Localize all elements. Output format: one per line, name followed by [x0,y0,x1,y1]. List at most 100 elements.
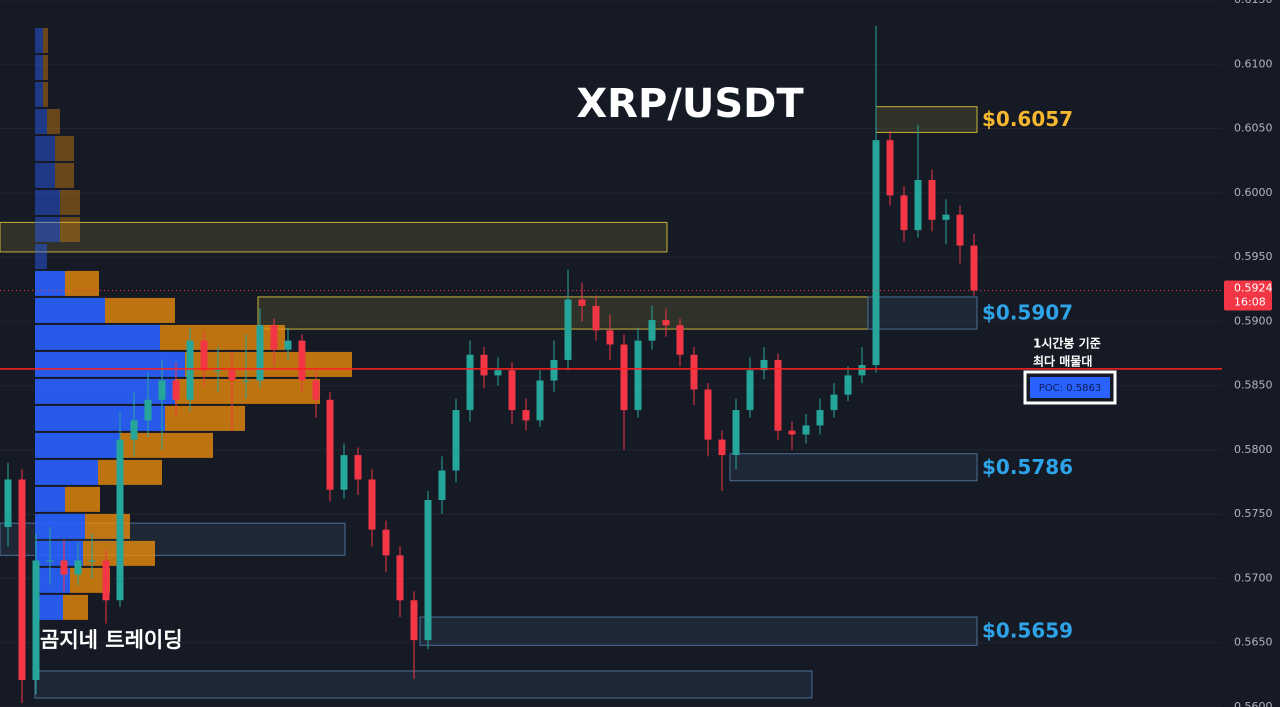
candle-body [130,420,138,440]
candle-body [256,325,264,381]
candle-body [676,325,684,355]
annotation: 1시간봉 기준 [1033,336,1101,351]
price-tag-countdown: 16:08 [1234,296,1266,309]
candle-body [312,380,320,400]
profile-bar-down [60,216,80,242]
zone-label: $0.5907 [982,301,1073,325]
candle-body [382,529,390,556]
zone-label: $0.6057 [982,107,1073,131]
candle-body [18,479,26,681]
candle-body [452,410,460,471]
y-tick-label: 0.6100 [1234,57,1273,70]
profile-bar-down [175,378,320,404]
candle-body [760,359,768,371]
candle-body [46,560,54,562]
candle-body [242,380,250,382]
profile-bar-down [55,162,74,188]
zone-label: $0.5659 [982,619,1073,643]
zone-label: $0.5786 [982,455,1073,479]
zone [867,296,978,330]
y-tick-label: 0.5750 [1234,507,1273,520]
candle-body [438,470,446,501]
profile-bar-up [35,108,47,134]
profile-bar-down [43,81,48,107]
candle-body [802,425,810,435]
watermark: 곰지네 트레이딩 [40,628,183,652]
candle-body [550,359,558,381]
candle-body [704,389,712,440]
profile-bar-up [35,324,160,350]
profile-bar-up [35,297,105,323]
candle-body [368,479,376,530]
candle-body [410,600,418,641]
candle-body [480,354,488,376]
candle-body [200,340,208,371]
profile-bar-up [35,486,65,512]
y-tick-label: 0.5850 [1234,379,1273,392]
zone [257,296,869,330]
profile-bar-up [35,81,43,107]
profile-bar-down [55,135,74,161]
poc-box [1023,370,1117,405]
candle-body [284,340,292,350]
candle-body [606,330,614,345]
annotation: 최다 매물대 [1033,354,1092,369]
profile-bar-up [35,594,63,620]
candle-body [88,560,96,562]
zone [875,106,978,133]
candle-body [956,214,964,246]
candle-body [942,214,950,220]
zone [729,453,978,482]
y-tick-label: 0.6150 [1234,0,1273,6]
candle-body [788,430,796,435]
y-tick-label: 0.5700 [1234,571,1273,584]
chart-title: XRP/USDT [576,81,804,127]
profile-bar-down [65,270,99,296]
profile-bar-down [43,27,48,53]
profile-bar-up [35,54,43,80]
candle-body [60,560,68,575]
candle-body [494,370,502,376]
candle-body [914,179,922,231]
candle-body [970,245,978,291]
candle-body [396,555,404,601]
profile-bar-up [35,432,120,458]
candle-body [578,299,586,306]
candle-body [872,140,880,366]
candle-body [816,410,824,426]
profile-bar-down [98,459,162,485]
profile-bar-down [60,189,80,215]
y-tick-label: 0.5800 [1234,443,1273,456]
price-tag-value: 0.5924 [1234,282,1273,295]
candle-body [620,344,628,411]
candle-body [186,340,194,400]
y-tick-label: 0.5900 [1234,314,1273,327]
candle-body [830,394,838,411]
candle-body [928,179,936,220]
candle-body [116,439,124,601]
profile-bar-down [47,108,60,134]
candle-body [144,399,152,421]
profile-bar-up [35,189,60,215]
profile-bar-up [35,243,47,269]
candle-body [4,479,12,528]
profile-bar-up [35,351,185,377]
candle-body [326,399,334,490]
profile-bar-up [35,405,165,431]
profile-bar-up [35,162,55,188]
candle-body [522,410,530,421]
candle-body [844,375,852,395]
poc-label: POC: 0.5863 [1039,383,1101,394]
candle-body [102,560,110,601]
candle-body [228,370,236,381]
candle-body [718,439,726,456]
candle-body [662,320,670,326]
candle-body [746,370,754,411]
profile-bar-up [35,216,60,242]
candle-body [340,455,348,490]
candle-body [298,340,306,381]
profile-bar-down [160,324,285,350]
y-tick-label: 0.6000 [1234,186,1273,199]
profile-bar-up [35,135,55,161]
